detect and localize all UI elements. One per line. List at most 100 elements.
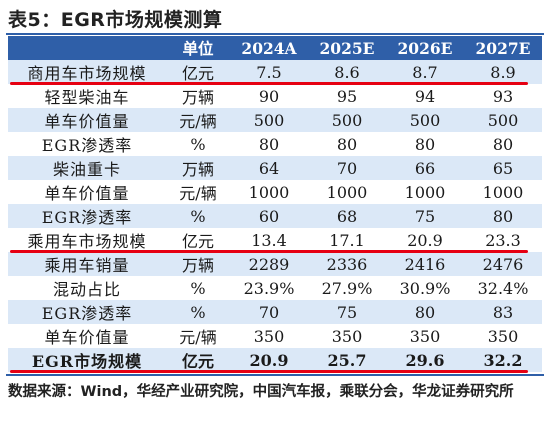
header-2025e: 2025E [308,36,386,60]
row-value: 80 [464,204,542,228]
row-value: 23.9% [230,276,308,300]
highlight-underline [10,82,528,85]
row-value: 80 [464,132,542,156]
row-value: 500 [464,108,542,132]
table-title: 表5：EGR市场规模测算 [8,9,223,31]
row-name: 混动占比 [8,276,166,300]
row-value: 75 [308,300,386,324]
row-unit: % [166,204,230,228]
row-unit: % [166,276,230,300]
row-name: 单车价值量 [8,324,166,348]
row-value: 350 [464,324,542,348]
row-value: 83 [464,300,542,324]
row-value: 350 [386,324,464,348]
row-value: 90 [230,84,308,108]
row-value: 64 [230,156,308,180]
row-name: 商用车市场规模 [8,60,166,84]
row-unit: % [166,300,230,324]
row-value: 17.1 [308,228,386,252]
highlight-underline [10,370,528,373]
table-row: 乘用车销量 万辆 2289 2336 2416 2476 [8,252,542,276]
row-value: 70 [230,300,308,324]
row-value: 1000 [464,180,542,204]
header-item [8,36,166,60]
row-name: 单车价值量 [8,180,166,204]
table-row: 单车价值量 元/辆 500 500 500 500 [8,108,542,132]
table-row: 单车价值量 元/辆 350 350 350 350 [8,324,542,348]
header-2024a: 2024A [230,36,308,60]
row-name: 柴油重卡 [8,156,166,180]
row-value: 29.6 [386,348,464,372]
row-name: EGR市场规模 [8,348,166,372]
table-row: 乘用车市场规模 亿元 13.4 17.1 20.9 23.3 [8,228,542,252]
row-unit: 元/辆 [166,108,230,132]
highlight-underline [10,250,528,253]
row-value: 80 [230,132,308,156]
row-value: 25.7 [308,348,386,372]
row-value: 94 [386,84,464,108]
row-value: 2416 [386,252,464,276]
row-name: 乘用车销量 [8,252,166,276]
row-value: 30.9% [386,276,464,300]
row-value: 500 [230,108,308,132]
row-value: 1000 [308,180,386,204]
row-name: EGR渗透率 [8,132,166,156]
row-value: 8.7 [386,60,464,84]
row-value: 75 [386,204,464,228]
table-row: 商用车市场规模 亿元 7.5 8.6 8.7 8.9 [8,60,542,84]
row-value: 7.5 [230,60,308,84]
table-row: 轻型柴油车 万辆 90 95 94 93 [8,84,542,108]
row-value: 66 [386,156,464,180]
row-value: 32.2 [464,348,542,372]
table-row: EGR渗透率% 70 75 80 83 [8,300,542,324]
row-unit: 亿元 [166,60,230,84]
row-value: 2336 [308,252,386,276]
row-unit: % [166,132,230,156]
row-unit: 万辆 [166,156,230,180]
row-value: 80 [308,132,386,156]
row-value: 2289 [230,252,308,276]
row-value: 1000 [386,180,464,204]
title-divider [6,33,544,35]
row-value: 20.9 [386,228,464,252]
row-value: 8.9 [464,60,542,84]
row-value: 80 [386,300,464,324]
row-name: 轻型柴油车 [8,84,166,108]
table-row: EGR市场规模 亿元 20.9 25.7 29.6 32.2 [8,348,542,372]
row-value: 70 [308,156,386,180]
table-row: 混动占比% 23.9% 27.9% 30.9% 32.4% [8,276,542,300]
row-unit: 元/辆 [166,324,230,348]
header-2026e: 2026E [386,36,464,60]
table-row: 单车价值量 元/辆 1000 1000 1000 1000 [8,180,542,204]
row-value: 350 [230,324,308,348]
row-unit: 元/辆 [166,180,230,204]
row-value: 500 [308,108,386,132]
row-unit: 亿元 [166,348,230,372]
row-name: 乘用车市场规模 [8,228,166,252]
row-value: 65 [464,156,542,180]
row-name: 单车价值量 [8,108,166,132]
row-value: 32.4% [464,276,542,300]
table-row: EGR渗透率% 80 80 80 80 [8,132,542,156]
row-unit: 万辆 [166,84,230,108]
row-unit: 万辆 [166,252,230,276]
row-unit: 亿元 [166,228,230,252]
row-value: 95 [308,84,386,108]
row-value: 20.9 [230,348,308,372]
row-value: 80 [386,132,464,156]
egr-market-table: 单位 2024A 2025E 2026E 2027E 商用车市场规模 亿元 7.5 8… [8,36,542,372]
header-2027e: 2027E [464,36,542,60]
row-value: 350 [308,324,386,348]
source-note: 数据来源：Wind，华经产业研究院，中国汽车报，乘联分会，华龙证券研究所 [8,384,514,400]
row-value: 23.3 [464,228,542,252]
bottom-divider [6,374,544,376]
row-value: 27.9% [308,276,386,300]
row-value: 500 [386,108,464,132]
row-name: EGR渗透率 [8,204,166,228]
row-value: 93 [464,84,542,108]
row-value: 13.4 [230,228,308,252]
row-value: 2476 [464,252,542,276]
table-row: EGR渗透率% 60 68 75 80 [8,204,542,228]
row-value: 1000 [230,180,308,204]
table-row: 柴油重卡 万辆 64 70 66 65 [8,156,542,180]
